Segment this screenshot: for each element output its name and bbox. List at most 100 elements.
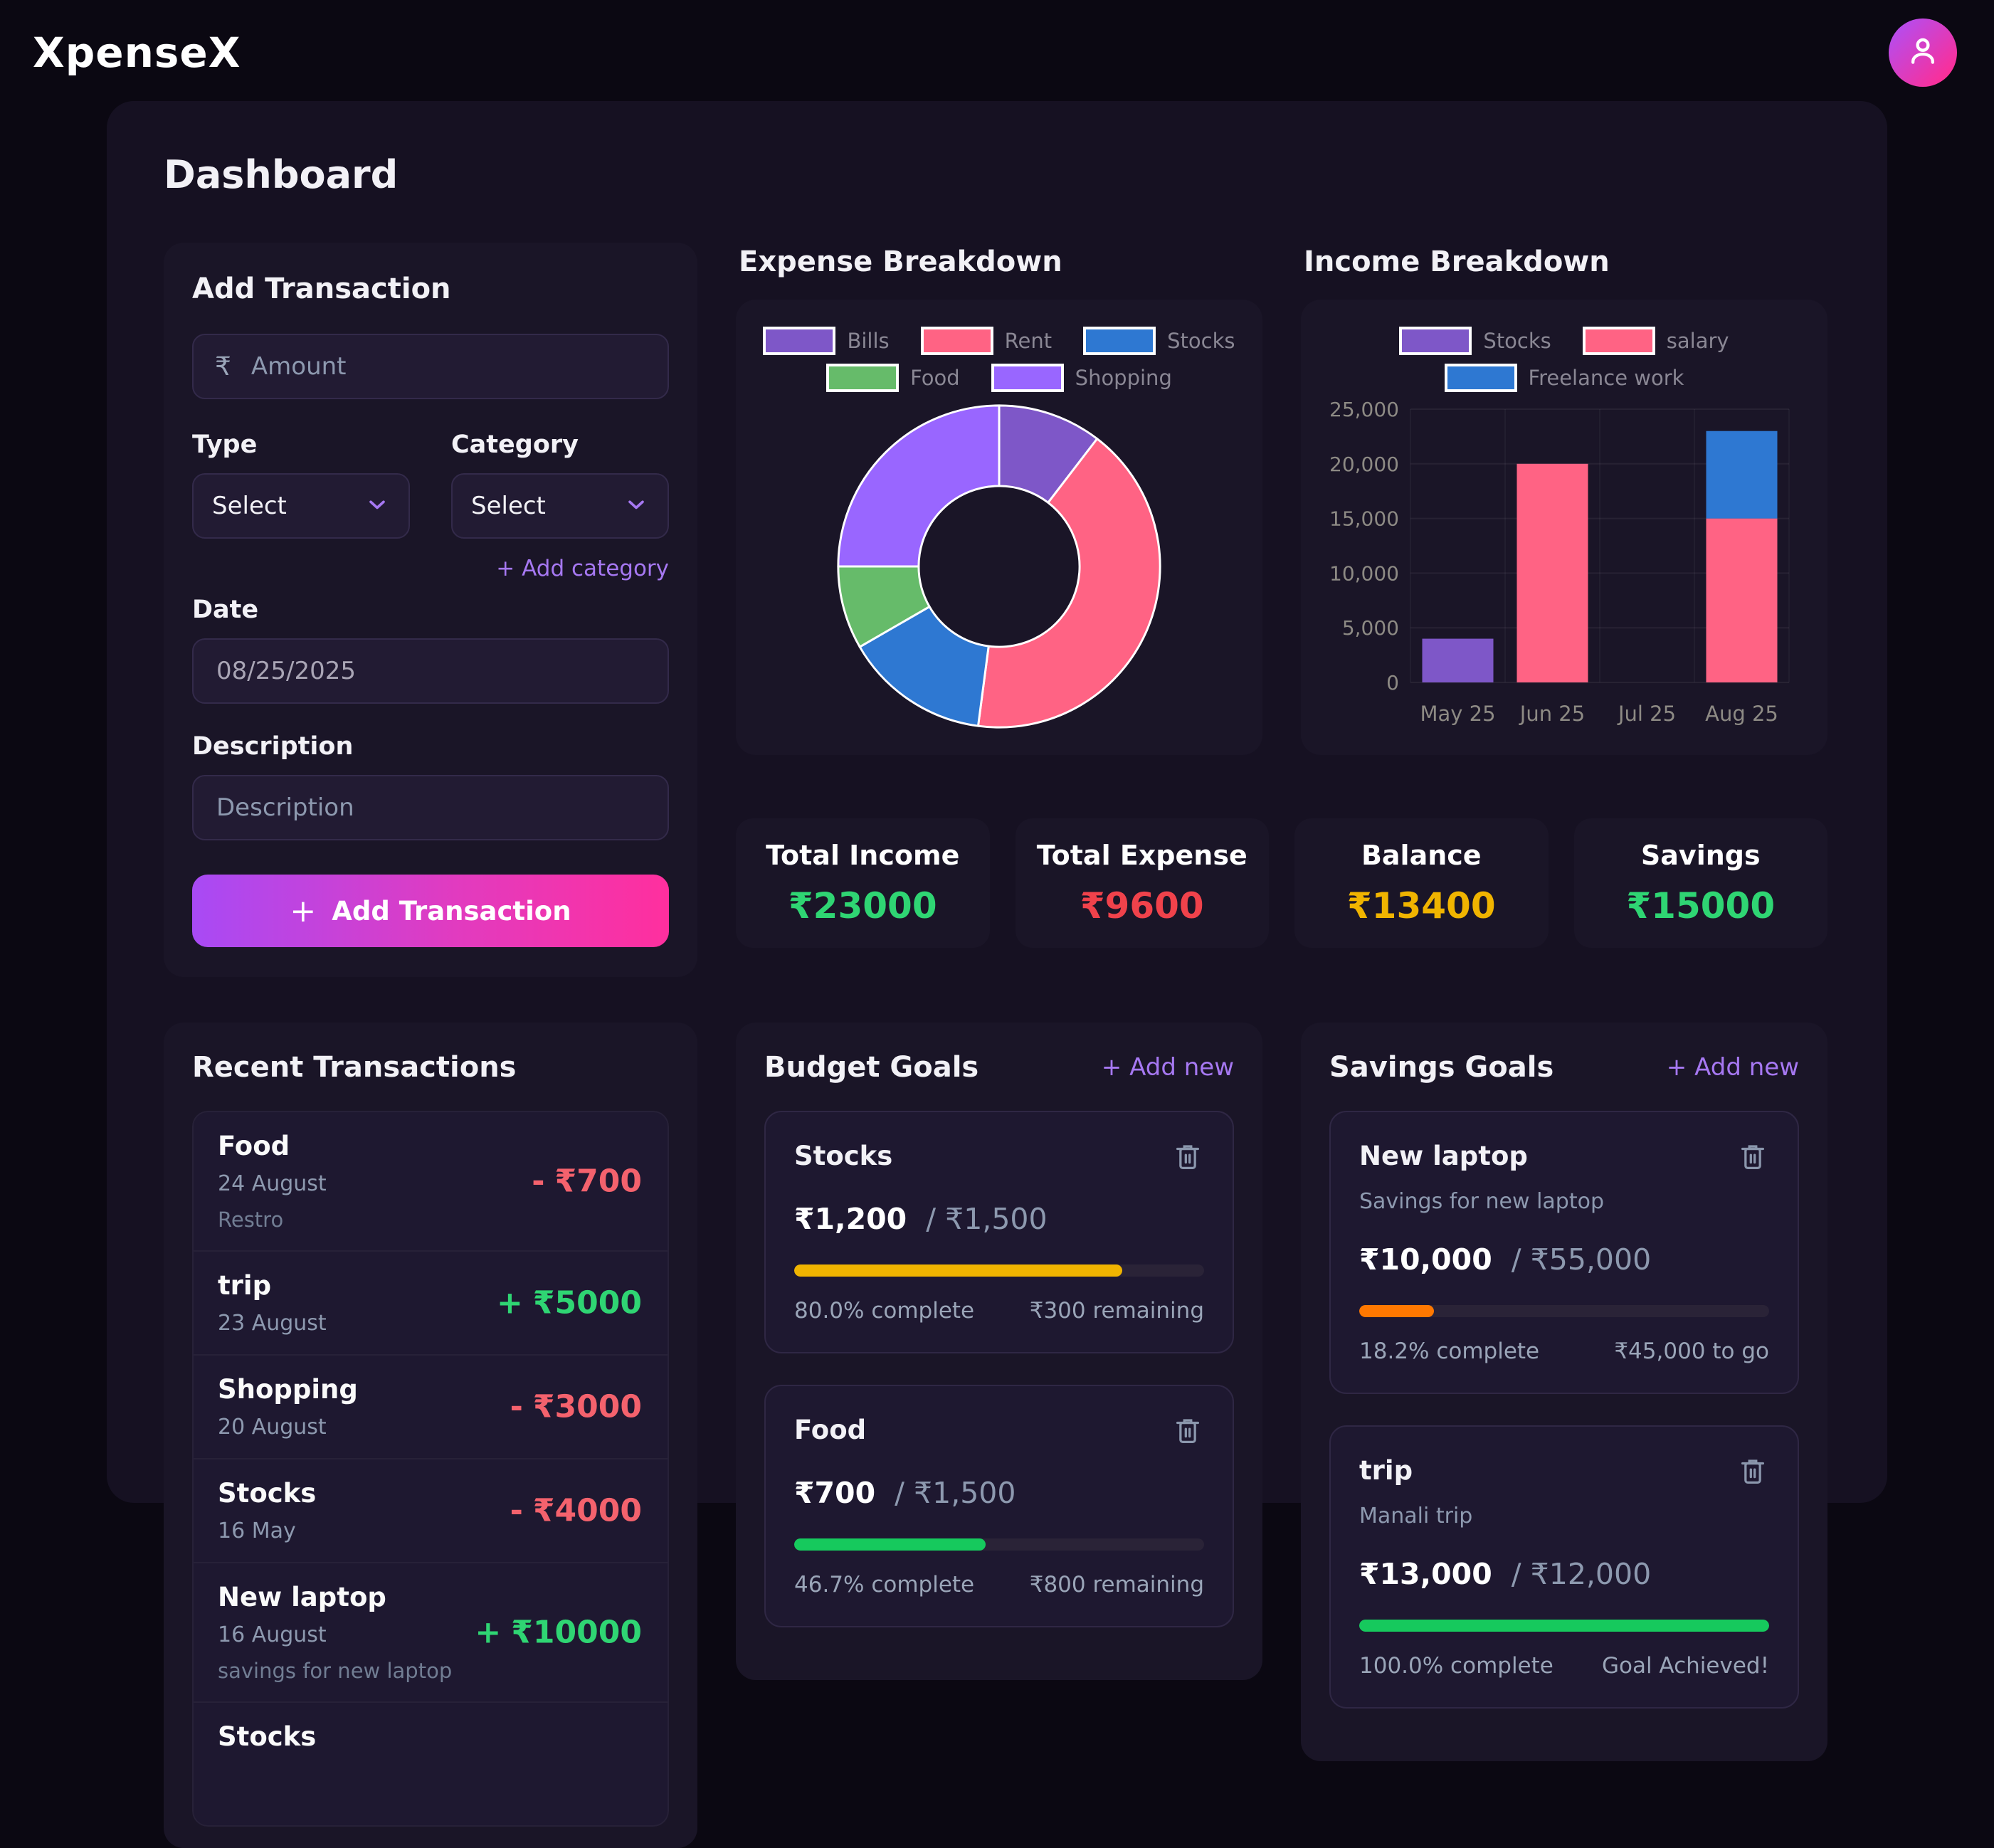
expense-chart-panel: Bills Rent Stocks Food Shopping bbox=[736, 300, 1262, 755]
goal-progress-track bbox=[794, 1264, 1204, 1277]
income-bar-chart: 0 5,000 10,000 15,000 20,000 25,000 May 25 Jun … bbox=[1326, 396, 1802, 736]
savings-goals-title: Savings Goals bbox=[1329, 1051, 1554, 1084]
transaction-amount: + ₹5000 bbox=[497, 1284, 642, 1321]
legend-item: Rent bbox=[920, 327, 1052, 355]
type-category-row: Type Select Category Select bbox=[192, 431, 669, 539]
description-label: Description bbox=[192, 732, 354, 761]
description-input-box bbox=[192, 775, 669, 840]
goal-subtitle: Manali trip bbox=[1359, 1504, 1473, 1528]
transaction-date: 16 May bbox=[218, 1519, 296, 1543]
plus-icon: + bbox=[290, 892, 317, 929]
svg-text:Jun 25: Jun 25 bbox=[1519, 702, 1585, 726]
category-label: Category bbox=[451, 431, 579, 459]
total-expense-value: ₹9600 bbox=[1080, 885, 1204, 926]
goal-percent-label: 18.2% complete bbox=[1359, 1339, 1540, 1364]
goal-progress-track bbox=[1359, 1305, 1769, 1317]
app-logo: XpenseX bbox=[33, 28, 241, 77]
transaction-name: Food bbox=[218, 1131, 290, 1161]
date-field-wrap: Date bbox=[192, 596, 669, 704]
category-col: Category Select bbox=[451, 431, 669, 539]
goal-percent-label: 80.0% complete bbox=[794, 1298, 975, 1324]
amount-input-box: ₹ bbox=[192, 334, 669, 399]
goal-status-label: ₹45,000 to go bbox=[1614, 1339, 1769, 1364]
description-input[interactable] bbox=[215, 793, 646, 823]
svg-text:10,000: 10,000 bbox=[1329, 561, 1399, 585]
page-title: Dashboard bbox=[164, 152, 399, 197]
goal-amounts: ₹700 / ₹1,500 bbox=[794, 1476, 1016, 1510]
expense-breakdown-section: Expense Breakdown Bills Rent Stocks Food Sho… bbox=[736, 243, 1262, 784]
total-income-label: Total Income bbox=[766, 840, 960, 871]
savings-value: ₹15000 bbox=[1626, 885, 1776, 926]
goal-progress-fill bbox=[794, 1264, 1122, 1277]
budget-add-new-link[interactable]: + Add new bbox=[1101, 1053, 1234, 1082]
transaction-row: Shopping 20 August - ₹3000 bbox=[192, 1356, 669, 1459]
legend-item: Bills bbox=[763, 327, 890, 355]
delete-goal-button[interactable] bbox=[1171, 1415, 1204, 1447]
type-select-value: Select bbox=[212, 492, 287, 520]
total-expense-label: Total Expense bbox=[1036, 840, 1247, 871]
user-icon bbox=[1904, 33, 1941, 73]
transaction-name: New laptop bbox=[218, 1582, 386, 1612]
add-transaction-title: Add Transaction bbox=[192, 273, 451, 305]
category-select-value: Select bbox=[471, 492, 546, 520]
transactions-list: Food 24 August Restro - ₹700 trip 23 Augu… bbox=[192, 1111, 669, 1827]
delete-goal-button[interactable] bbox=[1171, 1141, 1204, 1173]
transaction-amount: - ₹700 bbox=[532, 1163, 642, 1200]
svg-text:Jul 25: Jul 25 bbox=[1617, 702, 1676, 726]
rupee-icon: ₹ bbox=[215, 352, 231, 381]
goal-subtitle: Savings for new laptop bbox=[1359, 1189, 1604, 1214]
savings-card: Savings ₹15000 bbox=[1573, 818, 1827, 948]
total-income-card: Total Income ₹23000 bbox=[736, 818, 990, 948]
profile-avatar-button[interactable] bbox=[1889, 19, 1957, 87]
legend-item: Food bbox=[826, 364, 960, 392]
legend-item: salary bbox=[1582, 327, 1729, 355]
savings-label: Savings bbox=[1640, 840, 1761, 871]
expense-breakdown-title: Expense Breakdown bbox=[739, 245, 1062, 278]
description-field-wrap: Description bbox=[192, 732, 669, 840]
transaction-date: 16 August bbox=[218, 1622, 327, 1647]
legend-item: Stocks bbox=[1083, 327, 1235, 355]
expense-donut-chart bbox=[830, 396, 1168, 736]
goal-name: New laptop bbox=[1359, 1141, 1528, 1171]
trash-icon bbox=[1171, 1145, 1204, 1176]
goal-progress-fill bbox=[1359, 1620, 1769, 1632]
expense-chart-legend: Bills Rent Stocks Food Shopping bbox=[763, 322, 1235, 396]
add-transaction-button[interactable]: + Add Transaction bbox=[192, 875, 669, 947]
transaction-amount: + ₹10000 bbox=[475, 1614, 642, 1651]
income-chart-legend: Stocks salary Freelance work bbox=[1399, 322, 1729, 396]
goal-amounts: ₹10,000 / ₹55,000 bbox=[1359, 1242, 1652, 1277]
goal-status-label: Goal Achieved! bbox=[1601, 1653, 1769, 1679]
legend-item: Shopping bbox=[991, 364, 1172, 392]
transaction-row: Stocks 16 May - ₹4000 bbox=[192, 1459, 669, 1563]
trash-icon bbox=[1736, 1145, 1769, 1176]
income-chart-panel: Stocks salary Freelance work 0 5,000 10,000 1… bbox=[1301, 300, 1827, 755]
savings-goal-card: trip Manali trip ₹13,000 bbox=[1329, 1425, 1799, 1709]
income-breakdown-section: Income Breakdown Stocks salary Freelance w… bbox=[1301, 243, 1827, 784]
svg-text:25,000: 25,000 bbox=[1329, 399, 1399, 421]
budget-goals-head: Budget Goals + Add new bbox=[764, 1051, 1234, 1084]
add-transaction-panel: Add Transaction ₹ Type Select bbox=[164, 243, 697, 977]
legend-item: Freelance work bbox=[1444, 364, 1684, 392]
amount-field-wrap: ₹ bbox=[192, 334, 669, 399]
savings-add-new-link[interactable]: + Add new bbox=[1666, 1053, 1799, 1082]
date-input[interactable] bbox=[215, 656, 646, 686]
category-select[interactable]: Select bbox=[451, 473, 669, 539]
delete-goal-button[interactable] bbox=[1736, 1455, 1769, 1488]
add-category-link[interactable]: + Add category bbox=[496, 556, 669, 581]
transaction-name: trip bbox=[218, 1270, 272, 1301]
type-label: Type bbox=[192, 431, 258, 459]
type-select[interactable]: Select bbox=[192, 473, 410, 539]
goal-percent-label: 46.7% complete bbox=[794, 1572, 975, 1598]
transaction-row: New laptop 16 August savings for new lap… bbox=[192, 1563, 669, 1703]
amount-input[interactable] bbox=[249, 352, 646, 381]
budget-goals-panel: Budget Goals + Add new Stocks bbox=[736, 1023, 1262, 1680]
summary-cards-row: Total Income ₹23000 Total Expense ₹9600 … bbox=[736, 818, 1827, 948]
goal-progress-fill bbox=[1359, 1305, 1434, 1317]
transaction-date: 23 August bbox=[218, 1311, 327, 1336]
svg-text:0: 0 bbox=[1386, 671, 1399, 695]
balance-label: Balance bbox=[1361, 840, 1482, 871]
goal-progress-fill bbox=[794, 1538, 986, 1551]
trash-icon bbox=[1171, 1419, 1204, 1450]
svg-text:May 25: May 25 bbox=[1420, 702, 1495, 726]
delete-goal-button[interactable] bbox=[1736, 1141, 1769, 1173]
